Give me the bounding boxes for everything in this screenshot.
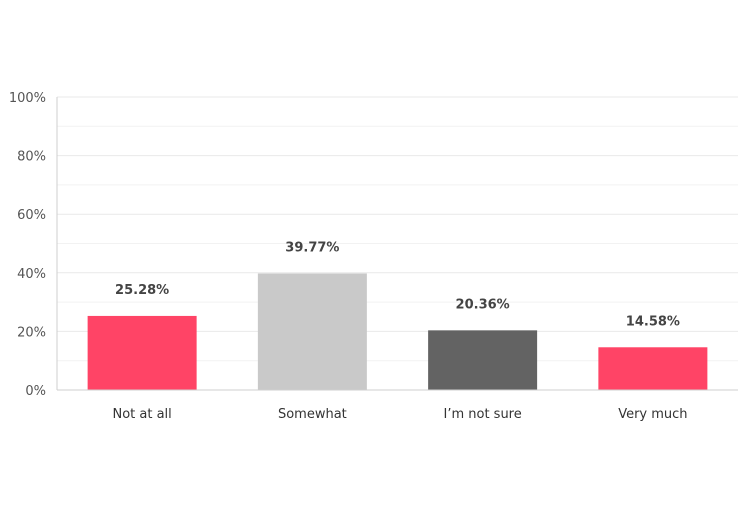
x-tick-label: Very much <box>618 407 687 422</box>
labels-layer: 25.28% Not at all 39.77% Somewhat 20.36% I’m … <box>112 240 687 422</box>
bar <box>257 273 367 390</box>
x-tick-label: Somewhat <box>278 407 347 422</box>
bar <box>598 347 708 390</box>
bar <box>428 330 538 390</box>
data-label: 25.28% <box>115 283 169 298</box>
axis-layer: 0% 20% 40% 60% 80% 100% <box>9 91 738 399</box>
y-tick-label: 0% <box>25 384 46 399</box>
data-label: 20.36% <box>456 297 510 312</box>
y-tick-label: 60% <box>17 208 46 223</box>
y-tick-label: 100% <box>9 91 46 106</box>
y-tick-label: 20% <box>17 325 46 340</box>
bar <box>87 315 197 390</box>
x-tick-label: Not at all <box>112 407 171 422</box>
y-tick-label: 40% <box>17 267 46 282</box>
x-tick-label: I’m not sure <box>443 407 521 422</box>
data-label: 39.77% <box>285 240 339 255</box>
y-tick-label: 80% <box>17 150 46 165</box>
bars-layer <box>87 273 708 390</box>
data-label: 14.58% <box>626 314 680 329</box>
